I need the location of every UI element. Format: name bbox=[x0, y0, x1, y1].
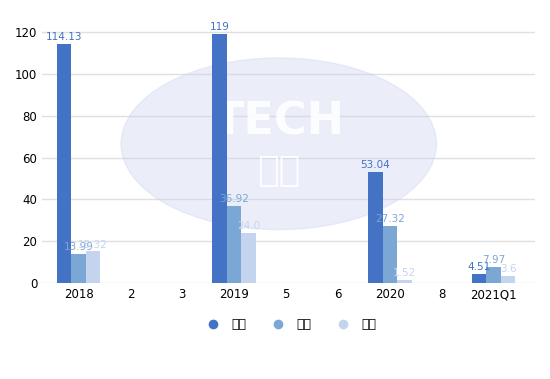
Circle shape bbox=[121, 58, 437, 230]
Text: TECH: TECH bbox=[213, 101, 344, 144]
Bar bbox=[227, 206, 241, 283]
Bar bbox=[472, 274, 486, 283]
Bar bbox=[212, 34, 227, 283]
Text: 7.97: 7.97 bbox=[482, 255, 505, 265]
Bar bbox=[500, 276, 515, 283]
Bar bbox=[397, 280, 411, 283]
Bar bbox=[72, 254, 86, 283]
Text: 24.0: 24.0 bbox=[237, 221, 260, 231]
Bar bbox=[241, 233, 256, 283]
Text: 4.51: 4.51 bbox=[468, 262, 491, 272]
Text: 15.32: 15.32 bbox=[78, 240, 108, 249]
Text: 114.13: 114.13 bbox=[46, 32, 82, 42]
Text: 1.52: 1.52 bbox=[393, 268, 416, 279]
Bar bbox=[486, 266, 500, 283]
Bar bbox=[57, 44, 72, 283]
Text: 3.6: 3.6 bbox=[500, 264, 516, 274]
Bar bbox=[368, 172, 382, 283]
Text: 53.04: 53.04 bbox=[360, 160, 390, 171]
Legend: 蕤来, 小鹏, 理想: 蕤来, 小鹏, 理想 bbox=[195, 313, 382, 336]
Text: 27.32: 27.32 bbox=[375, 215, 405, 224]
Text: 36.92: 36.92 bbox=[219, 194, 249, 204]
Bar bbox=[382, 226, 397, 283]
Text: 119: 119 bbox=[210, 22, 229, 32]
Text: 13.99: 13.99 bbox=[64, 242, 94, 252]
Text: 星球: 星球 bbox=[257, 153, 300, 188]
Bar bbox=[86, 251, 100, 283]
